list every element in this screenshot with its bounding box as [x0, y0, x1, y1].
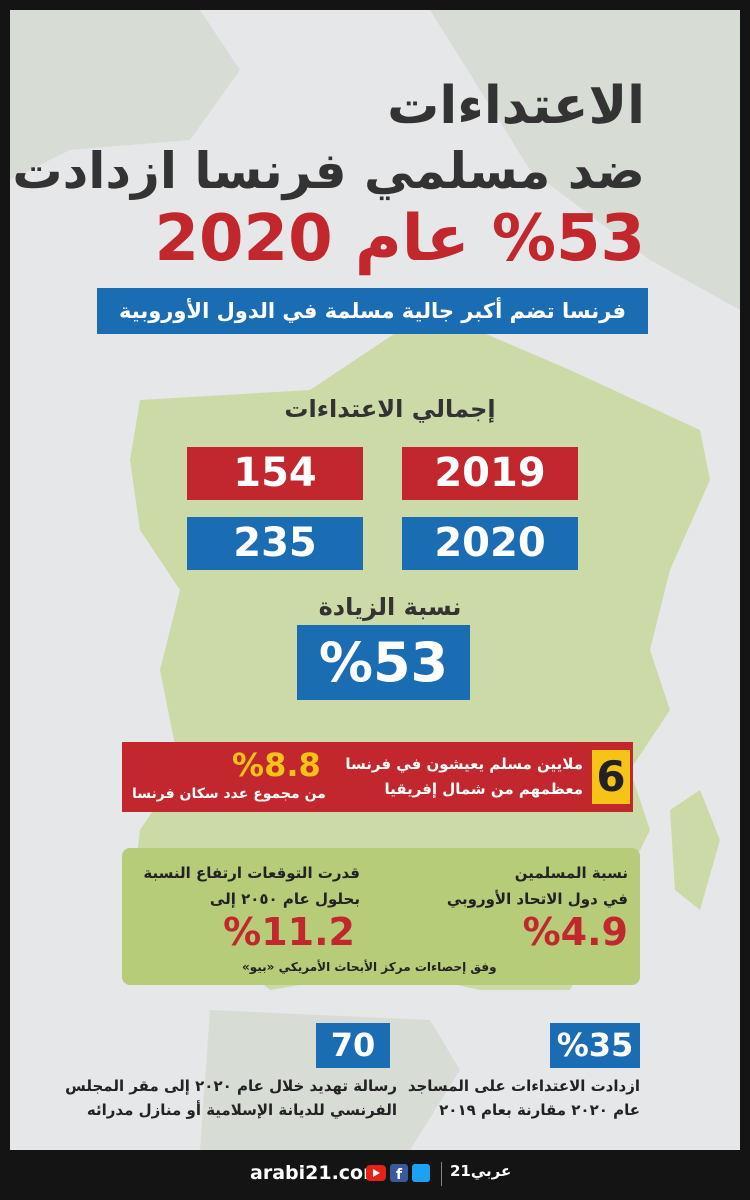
mosque-line: عام ٢٠٢٠ مقارنة بعام ٢٠١٩ [439, 1101, 640, 1119]
eu-current: %4.9 [522, 910, 628, 954]
eu-line: نسبة المسلمين [514, 864, 628, 882]
canvas: الاعتداءات ضد مسلمي فرنسا ازدادت %53 عام… [10, 10, 740, 1150]
banner: فرنسا تضم أكبر جالية مسلمة في الدول الأو… [97, 288, 648, 334]
count-box: 235 [187, 517, 363, 570]
mosque-text: ازدادت الاعتداءات على المساجد عام ٢٠٢٠ م… [408, 1074, 640, 1122]
increase-heading: نسبة الزيادة [318, 593, 462, 621]
share-text: من مجموع عدد سكان فرنسا [132, 786, 326, 802]
totals-heading: إجمالي الاعتداءات [284, 395, 496, 423]
eu-line: قدرت التوقعات ارتفاع النسبة [143, 864, 360, 882]
increase-box: %53 [297, 625, 470, 700]
divider [441, 1162, 442, 1186]
title-line-2: ضد مسلمي فرنسا ازدادت [12, 142, 645, 200]
eu-forecast: %11.2 [223, 910, 355, 954]
threat-line: رسالة تهديد خلال عام ٢٠٢٠ إلى مقر المجلس [65, 1077, 397, 1095]
social-icons: f [366, 1164, 430, 1183]
year-box: 2019 [402, 447, 578, 500]
eu-text: نسبة المسلمين في دول الاتحاد الأوروبي [447, 860, 628, 912]
year-box: 2020 [402, 517, 578, 570]
mosque-line: ازدادت الاعتداءات على المساجد [407, 1077, 640, 1095]
eu-line: في دول الاتحاد الأوروبي [446, 890, 628, 908]
eu-line: بحلول عام ٢٠٥٠ إلى [209, 890, 360, 908]
svg-text:f: f [396, 1167, 403, 1183]
population-line: معظمهم من شمال إفريقيا [384, 780, 583, 798]
threat-line: الفرنسي للديانة الإسلامية أو منازل مدرائ… [86, 1101, 397, 1119]
share-number: %8.8 [232, 746, 321, 784]
mosque-number: %35 [550, 1023, 640, 1068]
eu-forecast-text: قدرت التوقعات ارتفاع النسبة بحلول عام ٢٠… [143, 860, 360, 912]
threat-text: رسالة تهديد خلال عام ٢٠٢٠ إلى مقر المجلس… [65, 1074, 397, 1122]
footer-brand: عربي21 [450, 1162, 512, 1180]
title-line-3: %53 عام 2020 [154, 202, 645, 276]
eu-source: وفق إحصاءات مركز الأبحاث الأمريكي «بيو» [242, 960, 497, 974]
footer: arabi21.com f عربي21 [0, 1150, 750, 1200]
footer-site: arabi21.com [250, 1162, 383, 1184]
count-box: 154 [187, 447, 363, 500]
title-line-1: الاعتداءات [387, 76, 645, 136]
population-strip: 6 ملايين مسلم يعيشون في فرنسا معظمهم من … [122, 742, 633, 812]
threat-number: 70 [316, 1023, 390, 1068]
eu-box: نسبة المسلمين في دول الاتحاد الأوروبي %4… [122, 848, 640, 985]
population-line: ملايين مسلم يعيشون في فرنسا [345, 755, 583, 773]
millions-number: 6 [592, 750, 630, 804]
population-text: ملايين مسلم يعيشون في فرنسا معظمهم من شم… [345, 752, 583, 802]
